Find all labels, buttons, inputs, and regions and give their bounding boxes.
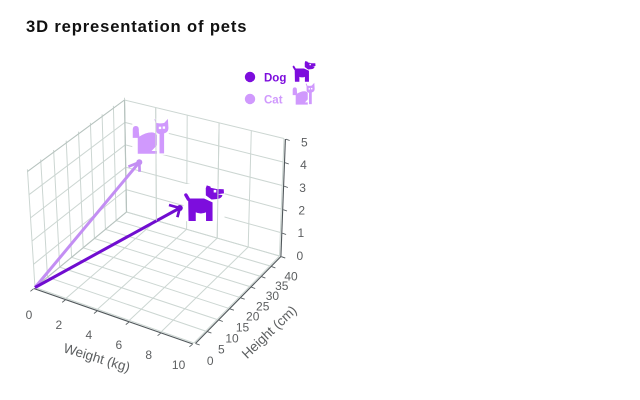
svg-text:0: 0: [207, 354, 214, 368]
svg-text:0: 0: [297, 249, 304, 263]
svg-text:Dog: Dog: [264, 73, 286, 85]
svg-text:10: 10: [225, 331, 239, 345]
svg-text:10: 10: [172, 358, 186, 372]
svg-text:3: 3: [299, 181, 306, 195]
svg-text:4: 4: [85, 328, 92, 342]
svg-text:0: 0: [26, 308, 33, 322]
svg-text:3D representation of pets: 3D representation of pets: [26, 17, 247, 36]
svg-text:5: 5: [218, 343, 225, 357]
svg-text:40: 40: [284, 270, 298, 284]
svg-text:8: 8: [145, 348, 152, 362]
svg-text:30: 30: [266, 289, 280, 303]
svg-text:20: 20: [246, 310, 260, 324]
svg-text:4: 4: [300, 158, 307, 172]
svg-text:Cat: Cat: [264, 95, 283, 107]
svg-text:25: 25: [256, 299, 270, 313]
svg-text:1: 1: [297, 226, 304, 240]
svg-text:5: 5: [301, 136, 308, 150]
svg-text:15: 15: [236, 320, 250, 334]
svg-text:6: 6: [115, 338, 122, 352]
svg-text:2: 2: [56, 318, 63, 332]
svg-text:35: 35: [275, 279, 289, 293]
svg-text:2: 2: [298, 204, 305, 218]
